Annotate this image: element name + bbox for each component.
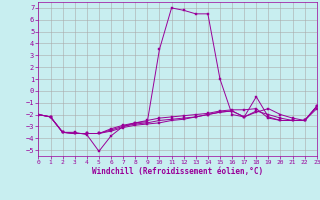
- X-axis label: Windchill (Refroidissement éolien,°C): Windchill (Refroidissement éolien,°C): [92, 167, 263, 176]
